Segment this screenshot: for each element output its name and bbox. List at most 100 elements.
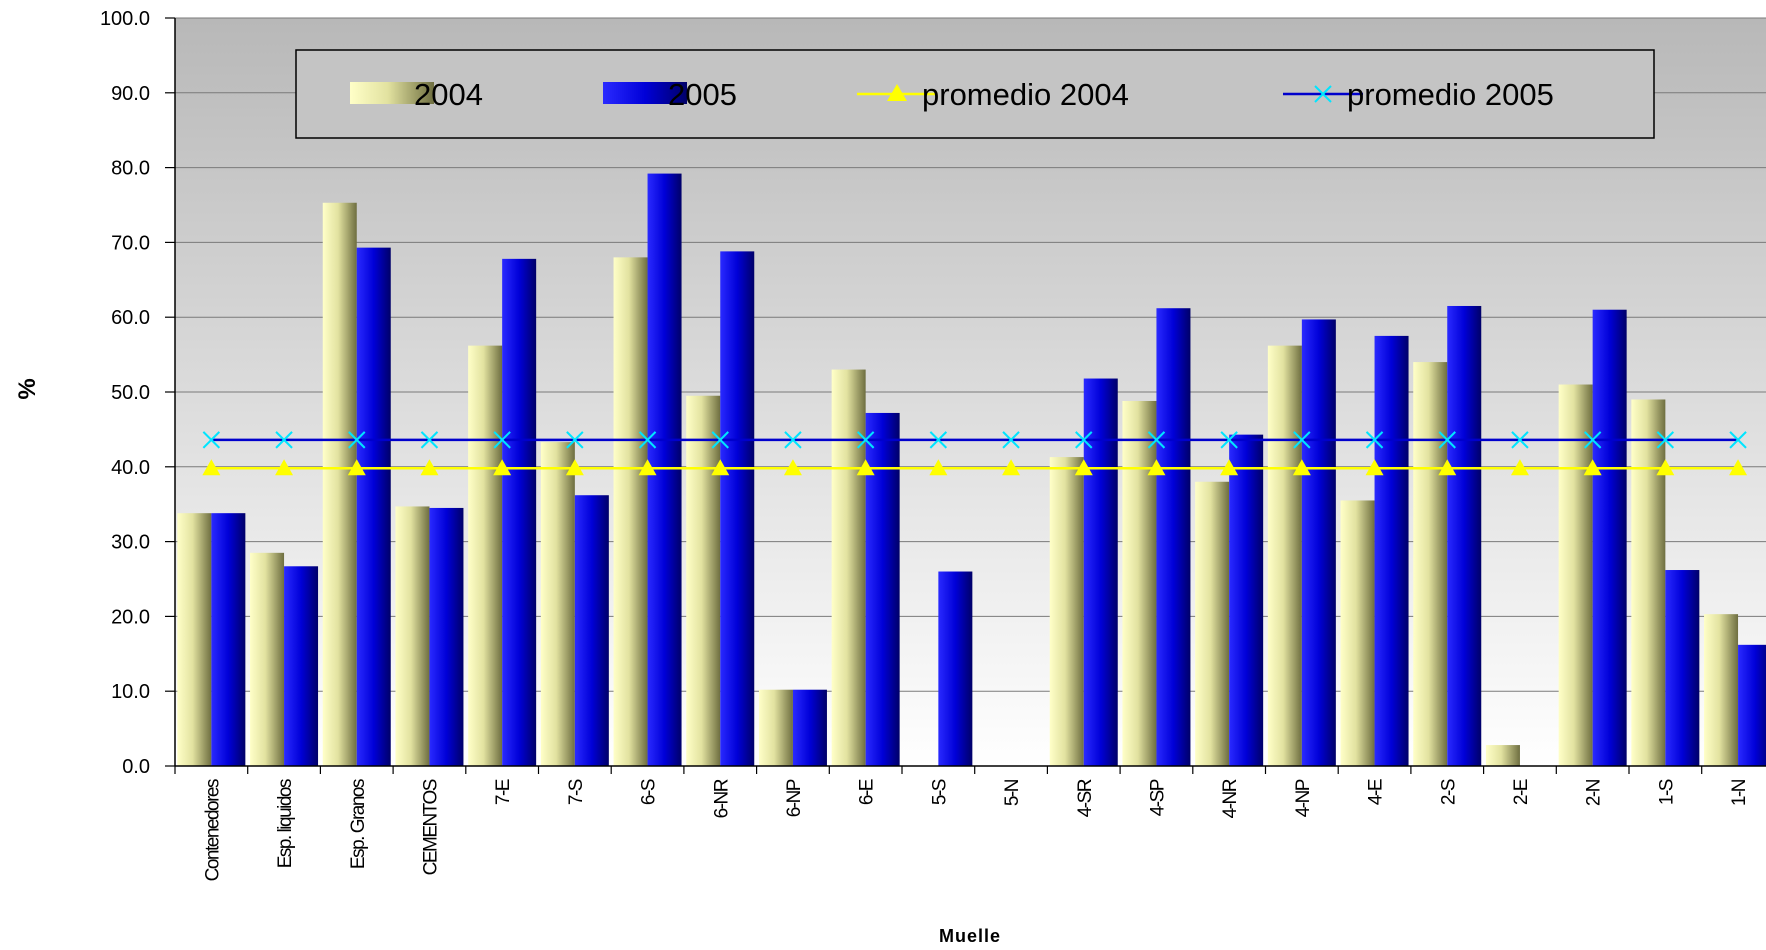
marker-promedio-2004 <box>275 459 294 476</box>
marker-promedio-2005 <box>493 431 511 449</box>
marker-promedio-2004 <box>1002 459 1021 476</box>
marker-promedio-2004 <box>711 459 730 476</box>
x-tick-label: 6-NR <box>711 779 732 818</box>
bar-2005-5-S <box>938 571 973 766</box>
marker-promedio-2005 <box>275 431 293 449</box>
x-tick-label: 5-S <box>929 779 950 805</box>
marker-promedio-2005 <box>1511 431 1529 449</box>
legend-marker-promedio-2005 <box>1314 85 1332 103</box>
marker-promedio-2004 <box>1292 459 1311 476</box>
bar-2004-2-E <box>1485 745 1520 766</box>
marker-promedio-2005 <box>1438 431 1456 449</box>
x-tick-label: 2-N <box>1584 779 1605 806</box>
bar-2005-Esp. Granos <box>356 247 391 767</box>
bar-2005-Esp. liquidos <box>284 566 319 766</box>
legend-swatch-2005 <box>603 82 687 104</box>
bar-2004-1-N <box>1704 614 1739 766</box>
x-tick-label: 4-NP <box>1293 779 1314 817</box>
bar-2004-6-NR <box>686 395 721 766</box>
marker-promedio-2005 <box>1220 431 1238 449</box>
x-tick-label: 1-S <box>1656 779 1677 805</box>
marker-promedio-2005 <box>856 431 875 449</box>
bar-2005-4-NP <box>1301 319 1336 766</box>
x-tick-labels: Contenedores Esp. liquidos Esp. Granos CEME… <box>202 779 1750 881</box>
bar-2004-CEMENTOS <box>395 506 430 766</box>
x-axis-title: Muelle <box>939 926 1001 946</box>
y-tick-label: 50.0 <box>111 382 150 404</box>
bar-2004-4-NP <box>1267 345 1302 766</box>
y-axis-title: % <box>14 378 41 399</box>
marker-promedio-2004 <box>1147 459 1166 476</box>
bar-2004-4-NR <box>1195 481 1230 766</box>
x-tick-label: 6-E <box>857 779 878 805</box>
bar-2005-7-E <box>502 258 537 766</box>
bar-2004-2-N <box>1558 384 1593 766</box>
axes <box>174 18 1766 774</box>
x-tick-label: 4-NR <box>1220 779 1241 818</box>
marker-promedio-2005 <box>638 431 657 449</box>
bar-2005-CEMENTOS <box>429 507 464 766</box>
bars <box>177 173 1766 767</box>
marker-promedio-2004 <box>638 459 657 476</box>
marker-promedio-2005 <box>348 431 366 449</box>
x-tick-label: 6-NP <box>784 779 805 817</box>
bar-2004-2-S <box>1413 362 1448 766</box>
bar-2005-4-NR <box>1229 434 1264 766</box>
y-tick-label: 80.0 <box>111 158 150 180</box>
marker-promedio-2005 <box>1293 431 1311 449</box>
bar-2005-2-N <box>1592 309 1627 766</box>
x-tick-label: 2-S <box>1438 779 1459 805</box>
marker-promedio-2004 <box>493 459 512 476</box>
y-tick-label: 40.0 <box>111 457 150 479</box>
marker-promedio-2004 <box>565 459 584 476</box>
bar-2005-1-S <box>1665 570 1700 766</box>
bar-2005-2-S <box>1447 305 1482 766</box>
x-tick-label: CEMENTOS <box>420 779 441 875</box>
legend-marker-promedio-2004 <box>887 84 907 101</box>
bar-2005-4-SP <box>1156 308 1191 766</box>
y-tick-label: 90.0 <box>111 83 150 105</box>
bar-2005-4-SR <box>1083 378 1118 766</box>
x-tick-label: 4-E <box>1366 779 1387 805</box>
bar-2005-7-S <box>574 495 609 766</box>
y-tick-label: 30.0 <box>111 532 150 554</box>
marker-promedio-2005 <box>711 431 729 449</box>
x-tick-label: Contenedores <box>202 779 223 881</box>
y-tick-label: 10.0 <box>111 681 150 703</box>
marker-promedio-2005 <box>420 431 439 449</box>
x-tick-label: 7-E <box>493 779 514 805</box>
bar-2005-4-E <box>1374 335 1409 766</box>
marker-promedio-2005 <box>1729 431 1747 449</box>
marker-promedio-2005 <box>1583 431 1602 449</box>
y-tick-label: 60.0 <box>111 307 150 329</box>
bar-2005-1-N <box>1738 644 1766 766</box>
y-tick-label: 20.0 <box>111 606 150 628</box>
bar-2005-Contenedores <box>211 513 246 766</box>
legend-label-promedio-2005: promedio 2005 <box>1347 77 1554 112</box>
bar-2004-7-E <box>468 345 503 766</box>
legend-label-promedio-2004: promedio 2004 <box>922 77 1129 112</box>
marker-promedio-2005 <box>784 431 802 449</box>
y-tick-labels: 0.0 10.0 20.0 30.0 40.0 50.0 60.0 70.0 80.0 90.0 1… <box>100 8 150 778</box>
legend-label-2004: 2004 <box>414 77 483 112</box>
marker-promedio-2004 <box>202 459 221 476</box>
average-lines <box>202 431 1748 476</box>
legend: 2004 2005 promedio 2004 promedio 2005 <box>295 49 1655 139</box>
bar-2005-6-NP <box>792 689 827 766</box>
marker-promedio-2004 <box>347 459 366 476</box>
bar-2004-4-SP <box>1122 400 1157 766</box>
x-tick-label: 7-S <box>566 779 587 805</box>
x-tick-label: 4-SR <box>1075 779 1096 817</box>
x-tick-label: 6-S <box>639 779 660 805</box>
marker-promedio-2005 <box>1002 431 1020 449</box>
marker-promedio-2005 <box>1075 431 1093 449</box>
x-tick-label: 5-N <box>1002 779 1023 806</box>
marker-promedio-2005 <box>1365 431 1384 449</box>
x-tick-label: 2-E <box>1511 779 1532 805</box>
bar-2004-6-NP <box>758 689 793 766</box>
bar-2004-6-E <box>831 369 866 766</box>
marker-promedio-2004 <box>1365 459 1384 476</box>
marker-promedio-2005 <box>566 431 584 449</box>
y-tick-label: 100.0 <box>100 8 150 30</box>
